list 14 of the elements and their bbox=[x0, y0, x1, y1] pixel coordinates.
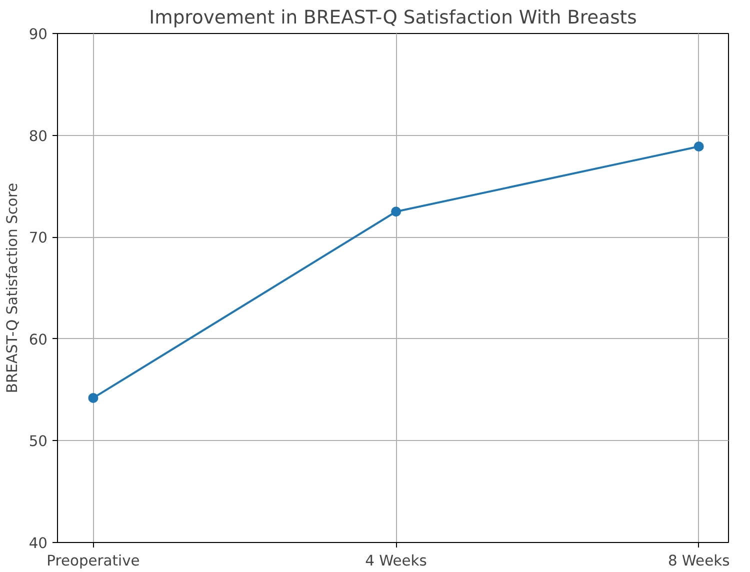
y-tick-label: 80 bbox=[28, 128, 48, 145]
y-tick-label: 70 bbox=[28, 230, 48, 247]
point bbox=[694, 142, 704, 152]
y-tick-label: 90 bbox=[28, 26, 48, 43]
y-tick-label: 60 bbox=[28, 331, 48, 348]
x-tick-label: 8 Weeks bbox=[668, 552, 730, 570]
x-tick-label: 4 Weeks bbox=[365, 552, 427, 570]
point bbox=[88, 392, 98, 403]
y-axis-title: BREAST-Q Satisfaction Score bbox=[4, 182, 21, 394]
x-tick-label: Preoperative bbox=[46, 552, 140, 570]
chart-title: Improvement in BREAST-Q Satisfaction With Breasts bbox=[149, 8, 637, 28]
y-tick-label: 50 bbox=[28, 433, 48, 450]
y-tick-label: 40 bbox=[28, 535, 48, 552]
point bbox=[391, 206, 402, 217]
